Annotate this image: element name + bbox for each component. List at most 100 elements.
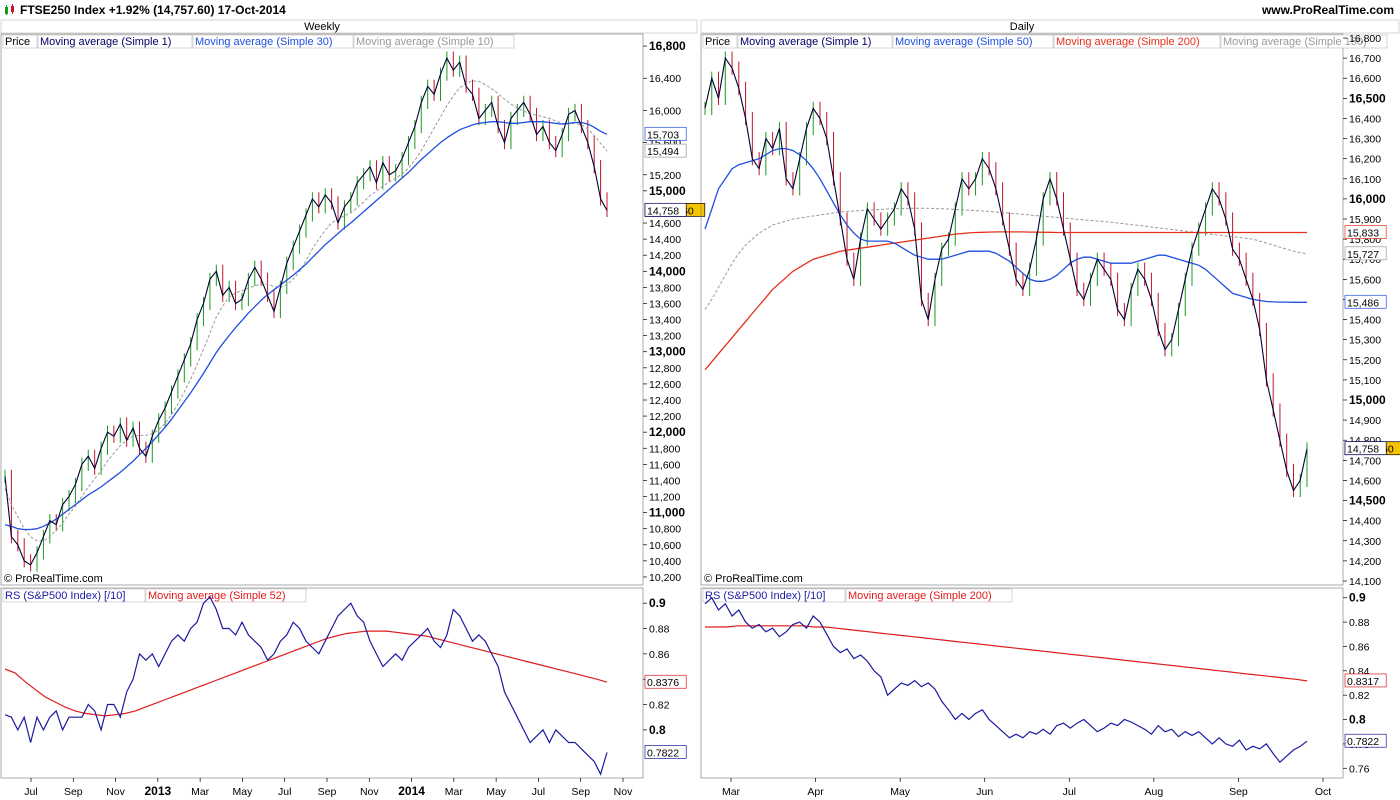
daily-last-value-label: 14,758 bbox=[1347, 444, 1379, 456]
daily-ma200-line bbox=[704, 231, 1307, 371]
daily-y-tick-label: 15,000 bbox=[1349, 393, 1386, 407]
weekly-y-tick-label: 11,400 bbox=[649, 475, 680, 487]
top-bar: FTSE250 Index +1.92% (14,757.60) 17-Oct-… bbox=[0, 0, 1400, 20]
weekly-price-frame bbox=[0, 33, 644, 586]
weekly-rs-line bbox=[4, 595, 608, 776]
daily-y-tick-label: 14,500 bbox=[1349, 494, 1386, 508]
weekly-price-line bbox=[4, 56, 608, 566]
weekly-x-tick-label: Jul bbox=[278, 786, 291, 798]
weekly-y-tick-label: 11,000 bbox=[649, 506, 685, 520]
site-url: www.ProRealTime.com bbox=[1261, 3, 1394, 17]
weekly-x-tick-label: Sep bbox=[571, 786, 590, 798]
daily-rs-y-tick-label: 0.76 bbox=[1349, 763, 1370, 775]
daily-rs-last-value-box bbox=[1344, 673, 1387, 688]
daily-x-tick-label: Jul bbox=[1063, 786, 1076, 798]
daily-x-tick-label: Jun bbox=[976, 786, 993, 798]
daily-legend-item: Price bbox=[705, 36, 730, 48]
weekly-x-tick-label: Sep bbox=[64, 786, 83, 798]
weekly-rs-y-tick-label: 0.86 bbox=[649, 649, 670, 661]
weekly-last-value-label: 14,758 bbox=[647, 205, 679, 217]
daily-y-tick-label: 16,200 bbox=[1349, 154, 1381, 166]
daily-last-value-box bbox=[1344, 441, 1387, 456]
daily-rs-y-tick-label: 0.8 bbox=[1349, 713, 1366, 727]
weekly-y-tick-label: 14,400 bbox=[649, 234, 681, 246]
weekly-y-tick-label: 15,200 bbox=[649, 170, 681, 182]
daily-legend-box bbox=[737, 34, 893, 49]
weekly-x-tick-label: 2014 bbox=[398, 784, 425, 798]
weekly-last-value-box bbox=[644, 126, 687, 141]
daily-y-tick-label: 16,400 bbox=[1349, 113, 1381, 125]
daily-rs-y-tick-label: 0.9 bbox=[1349, 591, 1366, 605]
weekly-x-tick-label: May bbox=[486, 786, 507, 798]
daily-y-tick-label: 16,700 bbox=[1349, 53, 1381, 65]
daily-x-tick-label: Apr bbox=[807, 786, 824, 798]
weekly-legend-box bbox=[353, 34, 515, 49]
daily-x-tick-label: Oct bbox=[1315, 786, 1331, 798]
daily-y-tick-label: 14,400 bbox=[1349, 516, 1381, 528]
weekly-y-tick-label: 13,200 bbox=[649, 331, 681, 343]
daily-y-tick-label: 15,900 bbox=[1349, 214, 1381, 226]
weekly-y-tick-label: 14,200 bbox=[649, 250, 681, 262]
daily-rs-y-tick-label: 0.82 bbox=[1349, 690, 1370, 702]
daily-y-tick-label: 14,100 bbox=[1349, 576, 1381, 588]
daily-title-bar bbox=[700, 19, 1400, 34]
weekly-legend-item: Price bbox=[5, 36, 30, 48]
weekly-legend-item: Moving average (Simple 1) bbox=[40, 36, 171, 48]
weekly-y-tick-label: 16,000 bbox=[649, 105, 681, 117]
weekly-y-tick-label: 14,600 bbox=[649, 218, 681, 230]
weekly-rs-y-tick-label: 0.9 bbox=[649, 596, 666, 610]
weekly-legend-item: Moving average (Simple 30) bbox=[195, 36, 333, 48]
daily-y-tick-label: 15,200 bbox=[1349, 355, 1381, 367]
daily-last-value-box bbox=[1344, 294, 1387, 309]
weekly-y-tick-label: 13,400 bbox=[649, 315, 681, 327]
daily-rs-legend-item: Moving average (Simple 200) bbox=[848, 590, 992, 602]
weekly-y-tick-label: 15,000 bbox=[649, 184, 686, 198]
weekly-x-tick-label: Sep bbox=[318, 786, 337, 798]
weekly-y-tick-label: 12,200 bbox=[649, 411, 681, 423]
daily-y-tick-label: 14,900 bbox=[1349, 415, 1381, 427]
daily-y-tick-label: 14,300 bbox=[1349, 536, 1381, 548]
weekly-title-bar bbox=[0, 19, 698, 34]
daily-y-tick-label: 15,400 bbox=[1349, 315, 1381, 327]
daily-y-tick-label: 16,500 bbox=[1349, 91, 1386, 105]
daily-ma150-line bbox=[704, 207, 1308, 310]
daily-price-frame bbox=[700, 33, 1344, 586]
weekly-rs-legend-item: RS (S&P500 Index) [/10] bbox=[5, 590, 125, 602]
candlestick-logo-icon bbox=[5, 4, 14, 15]
weekly-y-tick-label: 10,400 bbox=[649, 556, 681, 568]
weekly-rs-last-value-label: 0.7822 bbox=[647, 747, 679, 759]
daily-rs-legend-box bbox=[845, 588, 1013, 603]
weekly-legend-box bbox=[37, 34, 193, 49]
daily-rs-legend-item: RS (S&P500 Index) [/10] bbox=[705, 590, 825, 602]
daily-y-tick-label: 15,100 bbox=[1349, 375, 1381, 387]
daily-y-tick-label: 16,100 bbox=[1349, 174, 1381, 186]
daily-rs-y-tick-label: 0.86 bbox=[1349, 641, 1370, 653]
weekly-panel-title: Weekly bbox=[304, 21, 340, 33]
weekly-y-tick-label: 16,800 bbox=[649, 39, 686, 53]
weekly-rs-ma-line bbox=[4, 630, 608, 717]
weekly-rs-legend-item: Moving average (Simple 52) bbox=[148, 590, 286, 602]
daily-legend-box bbox=[892, 34, 1054, 49]
daily-legend-item: Moving average (Simple 150) bbox=[1223, 36, 1367, 48]
daily-x-tick-label: Sep bbox=[1229, 786, 1248, 798]
daily-legend-item: Moving average (Simple 50) bbox=[895, 36, 1033, 48]
daily-y-tick-label: 14,600 bbox=[1349, 475, 1381, 487]
weekly-y-tick-label: 11,600 bbox=[649, 459, 680, 471]
daily-panel-title: Daily bbox=[1010, 21, 1035, 33]
weekly-y-tick-label: 12,600 bbox=[649, 379, 681, 391]
weekly-rs-last-value-box bbox=[644, 674, 687, 689]
weekly-x-tick-label: Nov bbox=[360, 786, 379, 798]
weekly-y-tick-label: 11,200 bbox=[649, 492, 680, 504]
daily-last-value-box bbox=[1344, 225, 1387, 239]
daily-rs-line bbox=[704, 596, 1308, 764]
weekly-ma10-line bbox=[4, 80, 608, 542]
weekly-rs-y-tick-label: 0.82 bbox=[649, 700, 670, 712]
weekly-y-tick-label: 10,600 bbox=[649, 540, 681, 552]
daily-y-tick-label: 15,600 bbox=[1349, 274, 1381, 286]
daily-y-tick-label: 14,200 bbox=[1349, 556, 1381, 568]
daily-rs-y-tick-label: 0.88 bbox=[1349, 617, 1370, 629]
weekly-y-tick-label: 11,800 bbox=[649, 443, 680, 455]
daily-y-tick-label: 16,300 bbox=[1349, 134, 1381, 146]
daily-legend-box bbox=[702, 34, 738, 49]
